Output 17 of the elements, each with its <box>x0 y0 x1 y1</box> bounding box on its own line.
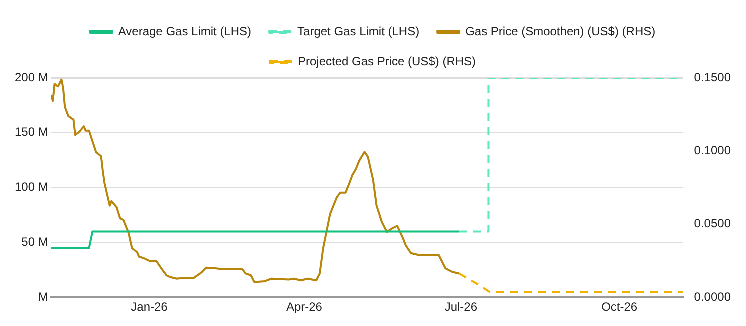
x-tick-label: Jan-26 <box>131 300 168 314</box>
legend-label: Target Gas Limit (LHS) <box>298 24 420 38</box>
legend-label: Projected Gas Price (US$) (RHS) <box>298 54 476 68</box>
y2-tick-label: 0.1500 <box>694 70 732 84</box>
x-tick-label: Oct-26 <box>602 300 638 314</box>
x-tick-label: Apr-26 <box>286 300 323 314</box>
y-tick-label: 150 M <box>14 125 48 140</box>
y2-tick-label: 0.0500 <box>694 216 732 231</box>
y-tick-label: M <box>38 290 48 304</box>
legend-label: Gas Price (Smoothen) (US$) (RHS) <box>466 24 656 38</box>
y2-tick-label: 0.1000 <box>694 144 732 158</box>
x-tick-label: Jul-26 <box>444 300 478 314</box>
y-tick-label: 100 M <box>14 180 48 194</box>
y-tick-label: 50 M <box>22 235 48 250</box>
legend-label: Average Gas Limit (LHS) <box>118 24 252 38</box>
y-tick-label: 200 M <box>14 70 48 84</box>
y2-tick-label: 0.0000 <box>694 290 732 304</box>
